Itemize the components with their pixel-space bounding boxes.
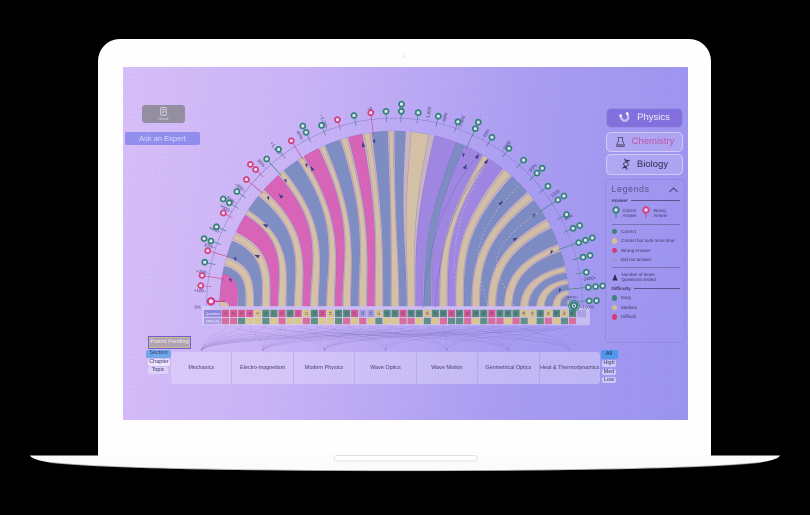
svg-text:20%: 20% [225, 195, 235, 204]
svg-text:24: 24 [409, 311, 413, 315]
svg-text:11: 11 [304, 312, 308, 316]
svg-text:2400+: 2400+ [567, 295, 579, 300]
svg-text:+200: +200 [196, 269, 207, 276]
svg-text:5: 5 [256, 312, 260, 314]
svg-text:32: 32 [474, 311, 478, 315]
svg-text:44: 44 [571, 311, 575, 315]
svg-text:3: 3 [240, 312, 244, 314]
svg-text:28: 28 [442, 311, 446, 315]
svg-text:2400+: 2400+ [583, 275, 597, 282]
svg-text:-800: -800 [234, 182, 245, 192]
svg-text:14: 14 [329, 311, 333, 315]
svg-text:~1,300: ~1,300 [319, 114, 329, 129]
svg-text:34: 34 [490, 311, 494, 315]
svg-text:16: 16 [345, 311, 349, 315]
svg-text:40%: 40% [295, 130, 304, 140]
svg-text:Question: Question [206, 312, 220, 316]
svg-text:10%: 10% [203, 242, 213, 250]
svg-text:40: 40 [538, 311, 542, 315]
svg-text:2000: 2000 [502, 139, 512, 151]
svg-text:18: 18 [361, 311, 365, 315]
svg-text:6: 6 [264, 312, 268, 314]
svg-text:33: 33 [482, 311, 486, 315]
svg-text:30: 30 [458, 311, 462, 315]
svg-text:1: 1 [224, 312, 228, 314]
svg-text:1,600: 1,600 [425, 106, 432, 119]
svg-text:7: 7 [272, 312, 276, 314]
svg-text:27: 27 [433, 311, 437, 315]
svg-text:60%: 60% [441, 112, 448, 122]
svg-text:13: 13 [320, 311, 324, 315]
svg-text:39: 39 [530, 311, 534, 315]
svg-text:35: 35 [498, 311, 502, 315]
svg-text:42: 42 [555, 311, 559, 315]
svg-text:0%: 0% [194, 305, 201, 310]
svg-text:+600: +600 [219, 203, 231, 213]
svg-text:37: 37 [514, 311, 518, 315]
svg-text:10: 10 [296, 311, 300, 315]
svg-text:17: 17 [353, 311, 357, 315]
svg-text:43: 43 [563, 311, 567, 315]
svg-text:38: 38 [522, 311, 526, 315]
svg-text:2: 2 [232, 312, 236, 314]
svg-text:21: 21 [385, 311, 389, 315]
svg-text:9: 9 [288, 312, 292, 314]
svg-text:1,800: 1,800 [457, 114, 466, 127]
svg-text:19: 19 [369, 311, 373, 315]
svg-text:12: 12 [312, 311, 316, 315]
svg-text:90%: 90% [564, 213, 574, 222]
svg-text:25: 25 [417, 311, 421, 315]
svg-text:36: 36 [506, 311, 510, 315]
svg-text:15: 15 [337, 311, 341, 315]
svg-text:2200: 2200 [550, 188, 562, 198]
svg-text:23: 23 [401, 311, 405, 315]
svg-text:70%: 70% [482, 128, 491, 138]
svg-text:≈100%: ≈100% [580, 305, 594, 310]
svg-text:Difficulty: Difficulty [206, 320, 220, 324]
svg-text:80%: 80% [528, 163, 538, 173]
svg-text:4: 4 [248, 312, 252, 314]
svg-text:+400: +400 [208, 225, 220, 234]
svg-text:29: 29 [450, 311, 454, 315]
svg-text:20: 20 [377, 311, 381, 315]
svg-text:8: 8 [280, 312, 284, 314]
svg-text:26: 26 [425, 311, 429, 315]
svg-text:+100: +100 [194, 288, 205, 294]
svg-text:41: 41 [546, 311, 550, 315]
svg-text:31: 31 [466, 311, 470, 315]
svg-text:30%: 30% [256, 158, 266, 168]
svg-text:22: 22 [393, 311, 397, 315]
